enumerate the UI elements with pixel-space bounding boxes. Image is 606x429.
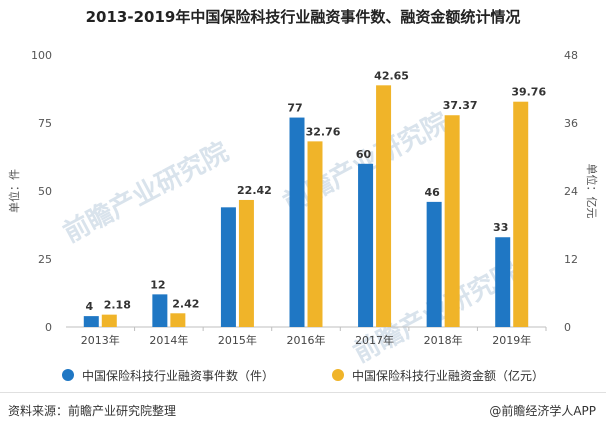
bar-count <box>83 316 99 327</box>
footer-brand: @前瞻经济学人APP <box>489 404 596 418</box>
right-tick-label: 12 <box>564 253 578 266</box>
chart-title: 2013-2019年中国保险科技行业融资事件数、融资金额统计情况 <box>85 8 521 26</box>
data-label-amount: 39.76 <box>511 86 546 99</box>
data-label-count: 12 <box>150 278 165 291</box>
legend-swatch-count <box>61 369 74 381</box>
legend: 中国保险科技行业融资事件数（件） 中国保险科技行业融资金额（亿元） <box>0 364 606 386</box>
right-tick-label: 0 <box>564 321 571 334</box>
data-label-amount: 2.18 <box>104 299 131 312</box>
bar-count <box>426 201 442 327</box>
data-label-amount: 2.42 <box>172 297 199 310</box>
right-tick-label: 36 <box>564 117 578 130</box>
data-label-amount: 37.37 <box>443 99 478 112</box>
x-tick-label: 2016年 <box>287 333 326 347</box>
left-tick-label: 50 <box>38 185 52 198</box>
bar-count <box>289 117 305 327</box>
legend-item-amount: 中国保险科技行业融资金额（亿元） <box>332 364 544 386</box>
left-axis-title: 单位：件 <box>7 169 21 213</box>
x-tick-label: 2017年 <box>355 333 394 347</box>
legend-label-amount: 中国保险科技行业融资金额（亿元） <box>352 368 545 383</box>
data-labels: 4 2.18 12 2.42 22.42 77 32.76 60 42.65 46 37.37 33 3… <box>85 69 546 313</box>
watermark-text: 前瞻产业研究院 <box>58 136 233 249</box>
right-tick-label: 48 <box>564 49 578 62</box>
bar-amount <box>307 141 323 327</box>
legend-swatch-amount <box>332 369 344 381</box>
data-label-count: 33 <box>493 221 508 234</box>
bar-amount <box>238 199 254 327</box>
bar-count <box>358 163 374 327</box>
x-tick-label: 2014年 <box>149 333 188 347</box>
data-label-count: 77 <box>287 102 302 115</box>
right-axis-title: 单位：亿元 <box>585 164 599 219</box>
x-tick-label: 2015年 <box>218 333 257 347</box>
bars <box>83 85 529 328</box>
bar-amount <box>170 313 186 327</box>
data-label-amount: 32.76 <box>306 125 341 138</box>
right-tick-label: 24 <box>564 185 578 198</box>
x-tick-label: 2019年 <box>492 333 531 347</box>
data-label-count: 46 <box>424 186 440 199</box>
bar-amount <box>376 85 392 327</box>
left-tick-label: 0 <box>45 321 52 334</box>
left-tick-label: 25 <box>38 253 52 266</box>
legend-item-count: 中国保险科技行业融资事件数（件） <box>61 364 274 386</box>
left-tick-label: 100 <box>31 49 52 62</box>
data-label-count: 4 <box>85 300 93 313</box>
data-label-amount: 22.42 <box>237 184 272 197</box>
bar-amount <box>444 115 460 327</box>
footer-source: 资料来源：前瞻产业研究院整理 <box>8 404 177 418</box>
bar-count <box>220 207 236 327</box>
x-tick-label: 2018年 <box>424 333 463 347</box>
data-label-count: 60 <box>356 148 372 161</box>
data-label-amount: 42.65 <box>374 69 409 82</box>
axes: 0 25 50 75 100 0 12 24 36 48 单位：件 单位：亿元 2013年 2014年 20… <box>7 49 599 347</box>
x-tick-label: 2013年 <box>81 333 120 347</box>
left-tick-label: 75 <box>38 117 52 130</box>
bar-amount <box>513 101 529 328</box>
bar-count <box>152 294 168 327</box>
bar-amount <box>101 314 117 327</box>
bar-count <box>495 237 511 327</box>
legend-label-count: 中国保险科技行业融资事件数（件） <box>81 368 274 383</box>
footer: 资料来源：前瞻产业研究院整理 @前瞻经济学人APP <box>0 392 606 429</box>
